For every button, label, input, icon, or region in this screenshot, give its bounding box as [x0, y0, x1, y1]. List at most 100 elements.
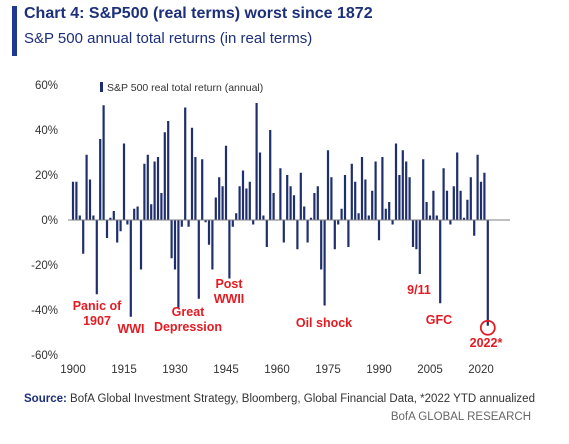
x-tick-label: 1975 — [315, 364, 341, 376]
bar-1952 — [248, 181, 251, 220]
bar-1925 — [156, 157, 160, 220]
annotation-line: Depression — [154, 320, 222, 334]
bar-1928 — [167, 121, 170, 220]
annotation-line: Panic of — [73, 299, 122, 313]
bar-1973 — [320, 220, 323, 270]
bar-1910 — [105, 220, 109, 238]
annotation-line: WWI — [117, 322, 144, 336]
bar-1979 — [340, 208, 343, 220]
bar-1909 — [102, 105, 105, 220]
annotation-1974: Oil shock — [296, 316, 352, 330]
bar-1977 — [333, 220, 336, 250]
bar-1911 — [109, 217, 112, 220]
bar-1954 — [255, 103, 258, 220]
bar-1951 — [245, 188, 248, 220]
bar-1917 — [129, 220, 132, 317]
y-tick-label: -60% — [31, 350, 58, 362]
bar-2003 — [422, 159, 425, 220]
x-tick-label: 1990 — [366, 364, 392, 376]
annotation-1907: Panic of 1907 — [73, 299, 122, 328]
bar-1975 — [326, 150, 330, 220]
legend-label: S&P 500 real total return (annual) — [107, 82, 263, 94]
bar-1987 — [367, 215, 370, 220]
bar-1981 — [347, 220, 350, 247]
bar-1972 — [316, 186, 319, 220]
annotation-line: GFC — [426, 313, 452, 327]
bar-1986 — [364, 179, 367, 220]
bar-1971 — [313, 193, 316, 220]
bar-1993 — [388, 202, 391, 220]
bar-1904 — [85, 154, 88, 220]
bar-1914 — [119, 220, 122, 232]
bar-2013 — [456, 152, 459, 220]
bar-1963 — [286, 175, 289, 220]
bar-1998 — [405, 161, 408, 220]
y-tick-label: 40% — [35, 125, 58, 137]
annotation-line: Oil shock — [296, 316, 352, 330]
brand-footer: BofA GLOBAL RESEARCH — [390, 411, 531, 423]
bar-1968 — [303, 206, 306, 220]
y-tick-label: -20% — [31, 260, 58, 272]
bar-1974 — [323, 220, 326, 306]
bar-1919 — [136, 206, 139, 220]
source-text: BofA Global Investment Strategy, Bloombe… — [70, 393, 535, 405]
bar-1964 — [289, 186, 292, 220]
bar-2015 — [462, 217, 466, 220]
annotation-line: 9/11 — [407, 283, 431, 297]
bar-1950 — [241, 170, 245, 220]
x-axis-labels: 1900 1915 1930 1945 1960 1975 1990 2005 2020 — [60, 364, 494, 376]
highlight-circle-2022 — [479, 319, 496, 336]
source-label: Source: — [24, 393, 67, 405]
bar-1941 — [211, 220, 214, 270]
bar-2008 — [439, 220, 442, 304]
bar-1996 — [398, 175, 401, 220]
bar-1935 — [190, 127, 194, 220]
bar-1901 — [75, 181, 78, 220]
bar-1990 — [377, 220, 381, 241]
bar-1997 — [401, 150, 404, 220]
bar-series — [71, 103, 489, 326]
bar-1961 — [279, 168, 282, 220]
bar-2009 — [442, 168, 445, 220]
bar-1916 — [126, 220, 129, 225]
bar-2019 — [476, 154, 479, 220]
bar-1994 — [391, 220, 394, 225]
bar-1967 — [299, 172, 302, 220]
bar-1940 — [207, 220, 211, 245]
bar-1922 — [146, 154, 149, 220]
bar-1943 — [218, 177, 221, 220]
bar-2005 — [428, 215, 432, 220]
bar-2014 — [459, 190, 462, 220]
bar-1903 — [82, 220, 85, 254]
bar-1970 — [309, 217, 313, 220]
bar-2012 — [452, 186, 455, 220]
bar-1955 — [258, 152, 262, 220]
bar-1995 — [394, 143, 398, 220]
x-tick-label: 1960 — [264, 364, 290, 376]
bar-1969 — [306, 220, 309, 243]
annotation-1931: Great Depression — [154, 305, 222, 334]
bar-2000 — [411, 220, 415, 247]
source-note: Source: BofA Global Investment Strategy,… — [24, 393, 535, 405]
bar-1959 — [272, 193, 275, 220]
annotation-line: Post — [215, 277, 243, 291]
bar-1947 — [231, 220, 234, 227]
bar-2006 — [432, 190, 435, 220]
chart-subtitle: S&P 500 annual total returns (in real te… — [24, 30, 313, 47]
y-tick-label: 0% — [41, 215, 58, 227]
bar-2022 — [486, 220, 489, 326]
x-tick-label: 1930 — [162, 364, 188, 376]
bar-2017 — [469, 177, 472, 220]
bar-2007 — [435, 215, 438, 220]
bar-1983 — [354, 181, 357, 220]
bar-1920 — [139, 220, 143, 270]
x-tick-label: 1900 — [60, 364, 86, 376]
annotation-2008: GFC — [426, 313, 452, 327]
header-accent-bar — [12, 6, 17, 56]
bar-1938 — [201, 159, 204, 220]
bar-2021 — [483, 172, 486, 220]
bar-1934 — [187, 220, 190, 227]
x-tick-label: 2020 — [468, 364, 494, 376]
bar-2002 — [418, 220, 421, 274]
